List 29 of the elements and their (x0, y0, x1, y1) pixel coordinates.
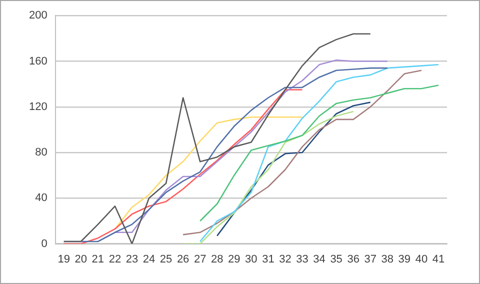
x-tick-label: 28 (210, 253, 224, 266)
x-tick-label: 24 (142, 253, 156, 266)
x-tick-label: 20 (74, 253, 88, 266)
x-tick-label: 27 (194, 253, 206, 266)
x-tick-label: 40 (415, 253, 428, 266)
x-tick-label: 29 (228, 253, 240, 266)
y-tick-label: 40 (35, 192, 48, 204)
x-tick-label: 19 (58, 253, 70, 266)
x-tick-label: 23 (126, 253, 138, 266)
x-tick-label: 22 (108, 253, 122, 266)
x-tick-label: 41 (432, 253, 445, 266)
y-tick-label: 200 (28, 10, 48, 22)
x-tick-label: 25 (160, 253, 172, 266)
y-tick-label: 0 (41, 238, 48, 250)
x-tick-label: 31 (262, 253, 274, 266)
y-tick-label: 120 (28, 100, 48, 113)
x-tick-label: 39 (398, 253, 411, 266)
y-tick-label: 160 (28, 55, 48, 68)
x-tick-label: 38 (381, 253, 394, 266)
x-tick-label: 35 (330, 253, 342, 266)
x-tick-label: 26 (176, 253, 190, 266)
x-tick-label: 36 (347, 253, 360, 266)
x-tick-label: 37 (364, 253, 376, 266)
y-tick-label: 80 (35, 146, 48, 159)
x-tick-label: 30 (245, 253, 258, 266)
x-tick-label: 33 (296, 253, 308, 266)
x-tick-label: 21 (92, 253, 104, 266)
x-tick-label: 32 (279, 253, 292, 266)
x-tick-label: 34 (313, 253, 326, 266)
